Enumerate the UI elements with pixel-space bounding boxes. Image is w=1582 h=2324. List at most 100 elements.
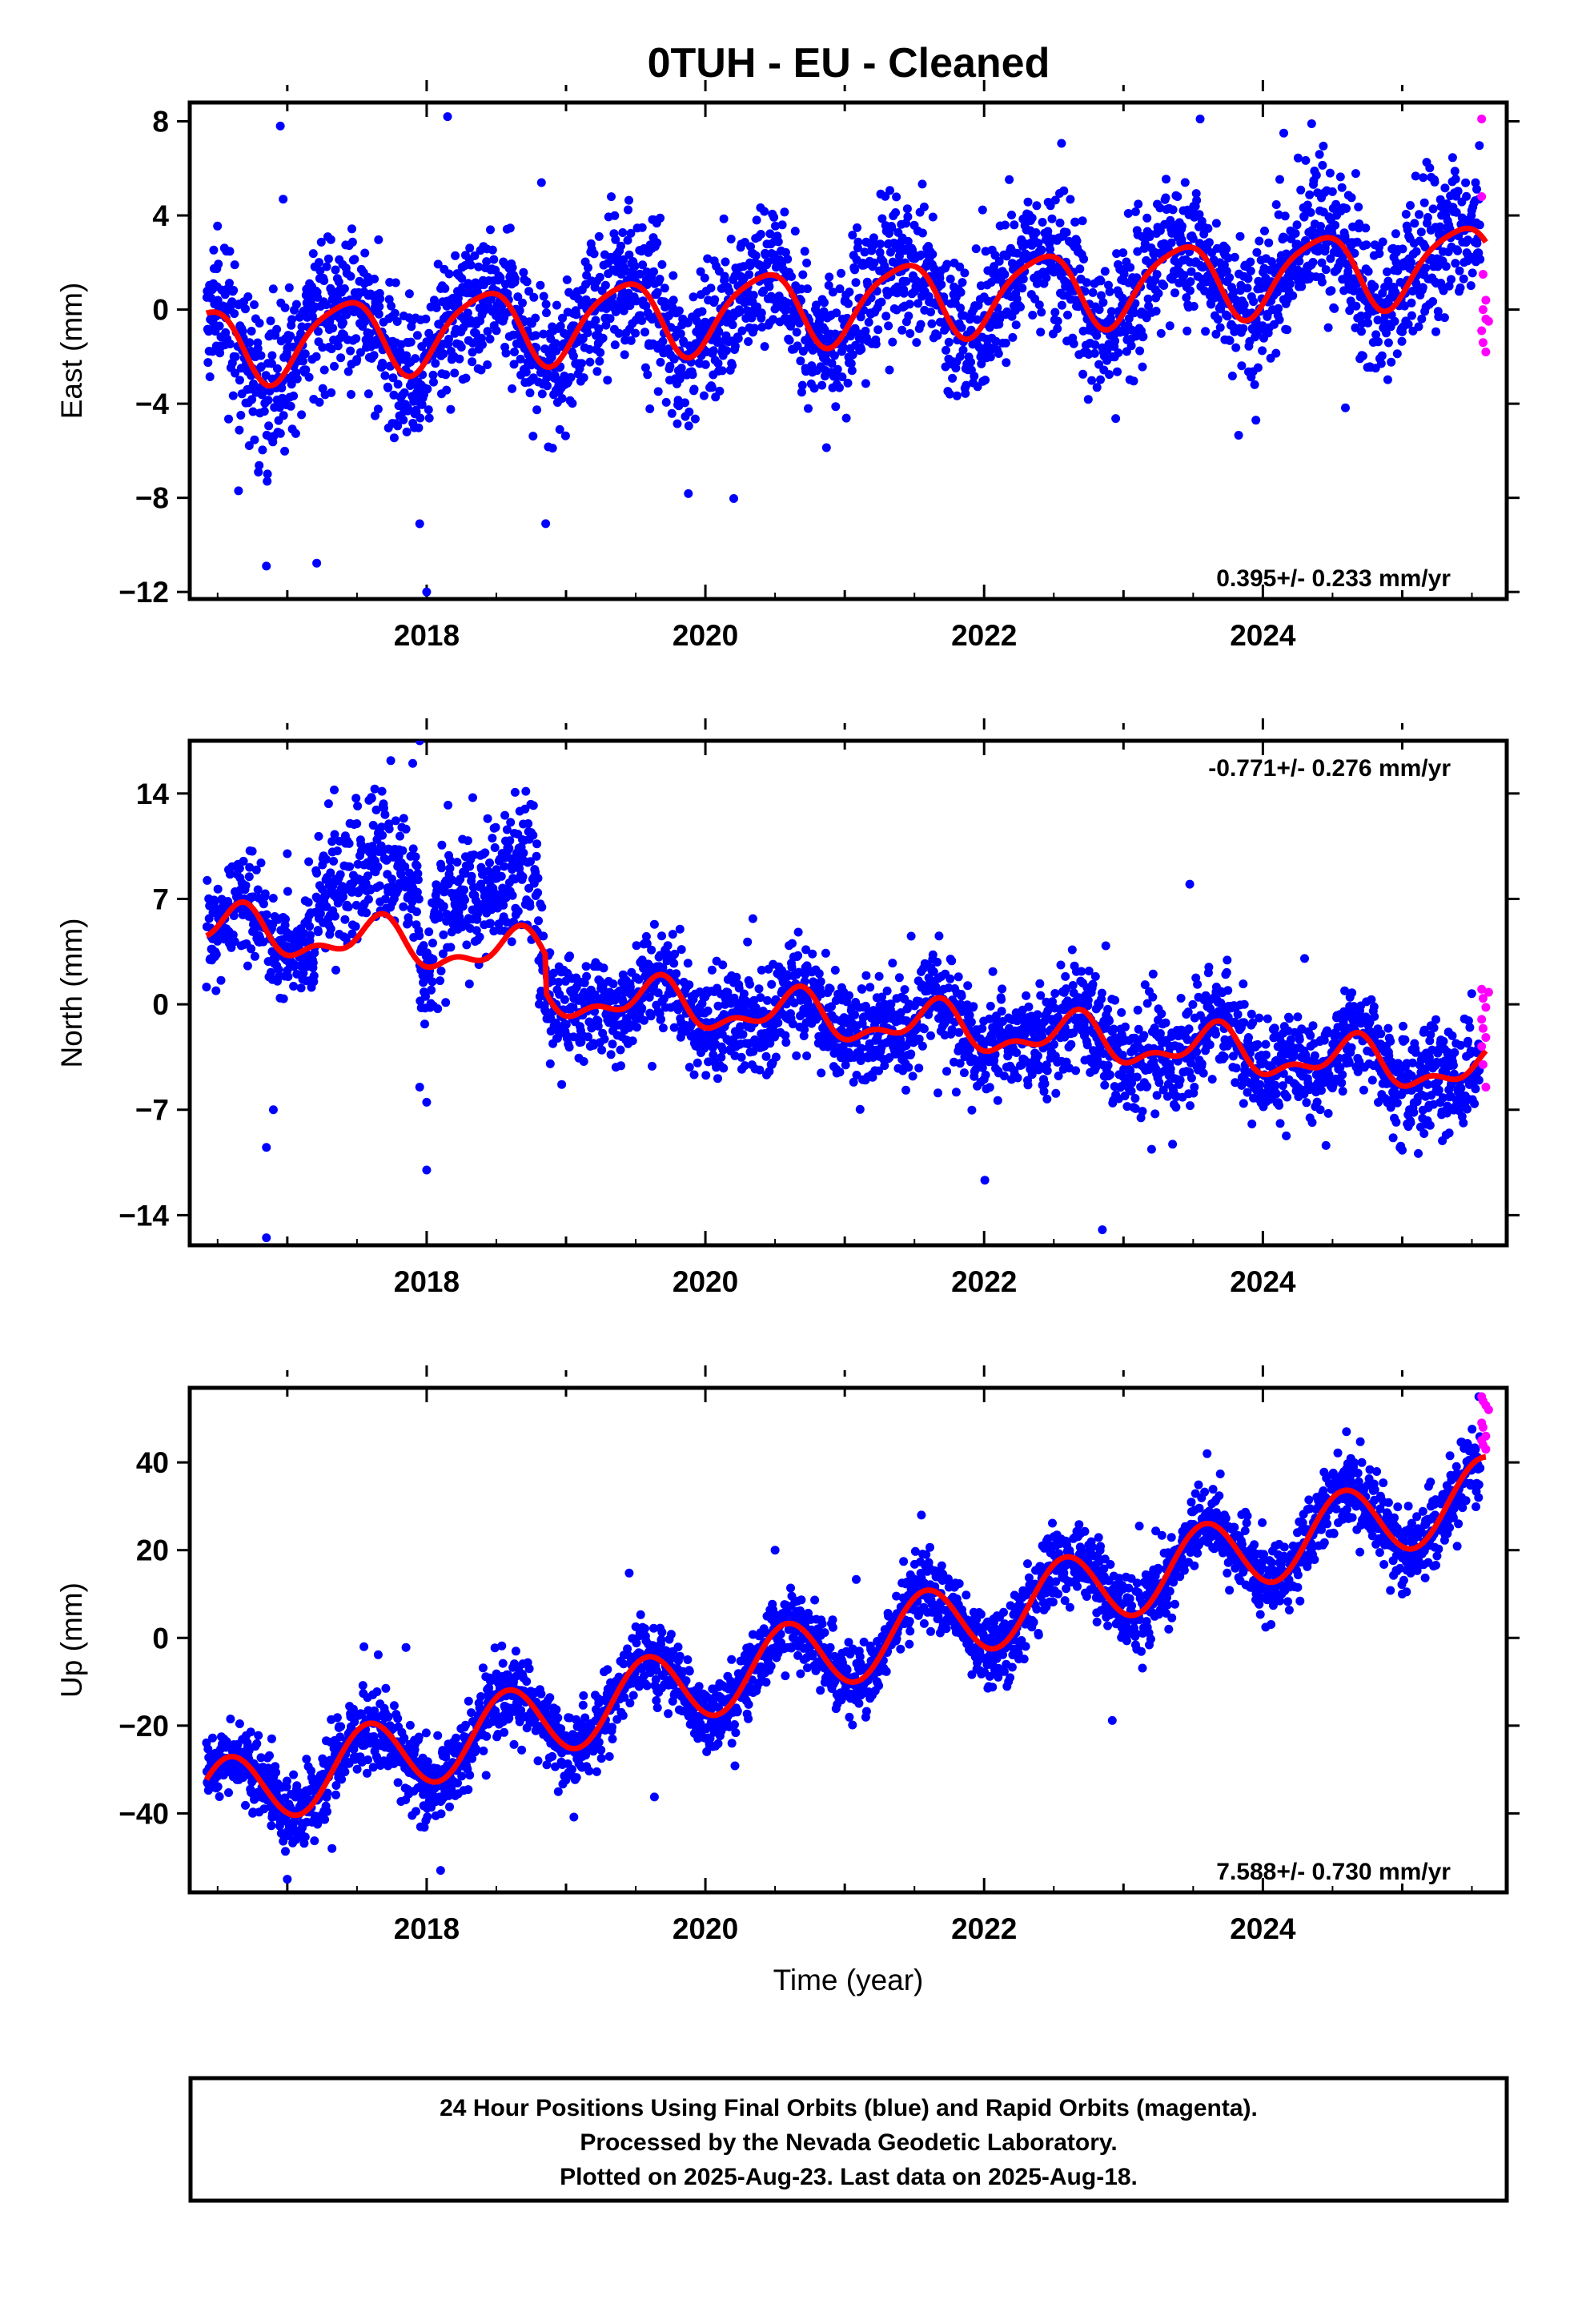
- final-orbit-point: [884, 321, 893, 331]
- final-orbit-point: [739, 989, 749, 999]
- final-orbit-point: [1130, 207, 1140, 216]
- final-orbit-point: [986, 1001, 995, 1011]
- final-orbit-point: [505, 223, 515, 233]
- final-orbit-point: [424, 405, 433, 415]
- x-tick-label: 2018: [394, 619, 460, 652]
- final-orbit-point: [452, 858, 462, 867]
- final-orbit-point: [551, 1018, 560, 1027]
- final-orbit-point: [812, 300, 821, 310]
- final-orbit-point: [861, 379, 870, 388]
- final-orbit-point: [486, 919, 495, 928]
- final-orbit-point: [250, 435, 259, 444]
- final-orbit-point: [796, 356, 805, 366]
- final-orbit-point: [1138, 332, 1148, 341]
- final-orbit-point: [253, 885, 263, 895]
- final-orbit-point: [901, 276, 911, 286]
- final-orbit-point: [1292, 220, 1302, 230]
- final-orbit-point: [792, 328, 801, 337]
- final-orbit-point: [331, 965, 340, 975]
- final-orbit-point: [328, 324, 338, 333]
- final-orbit-point: [1037, 308, 1046, 317]
- final-orbit-point: [781, 247, 790, 257]
- final-orbit-point: [1053, 316, 1062, 326]
- final-orbit-point: [690, 414, 700, 424]
- final-orbit-point: [1090, 340, 1100, 350]
- final-orbit-point: [1330, 304, 1339, 313]
- final-orbit-point: [781, 1031, 790, 1040]
- final-orbit-point: [1132, 273, 1142, 283]
- final-orbit-point: [1114, 348, 1123, 358]
- final-orbit-point: [1018, 274, 1028, 283]
- final-orbit-point: [952, 391, 962, 400]
- final-orbit-point: [528, 830, 538, 840]
- final-orbit-point: [248, 407, 258, 416]
- final-orbit-point: [721, 257, 730, 267]
- final-orbit-point: [1050, 308, 1060, 317]
- final-orbit-point: [1439, 313, 1449, 323]
- final-orbit-point: [415, 931, 424, 940]
- final-orbit-point: [765, 229, 775, 239]
- final-orbit-point: [213, 221, 223, 231]
- final-orbit-point: [642, 939, 652, 948]
- final-orbit-point: [1000, 220, 1010, 230]
- final-orbit-point: [414, 895, 424, 904]
- final-orbit-point: [541, 300, 551, 309]
- final-orbit-point: [1318, 160, 1327, 170]
- final-orbit-point: [428, 955, 438, 964]
- final-orbit-point: [1455, 266, 1464, 275]
- final-orbit-point: [757, 308, 766, 318]
- final-orbit-point: [399, 902, 408, 911]
- final-orbit-point: [1376, 359, 1386, 368]
- final-orbit-point: [238, 327, 247, 336]
- final-orbit-point: [845, 287, 854, 297]
- final-orbit-point: [591, 316, 600, 325]
- final-orbit-point: [318, 343, 327, 352]
- final-orbit-point: [445, 863, 455, 873]
- final-orbit-point: [393, 421, 403, 431]
- final-orbit-point: [845, 991, 853, 1000]
- final-orbit-point: [529, 292, 539, 302]
- final-orbit-point: [902, 204, 912, 214]
- final-orbit-point: [541, 1007, 551, 1016]
- final-orbit-point: [1321, 265, 1331, 275]
- final-orbit-point: [363, 895, 373, 904]
- final-orbit-point: [1069, 339, 1078, 348]
- final-orbit-point: [669, 271, 678, 280]
- final-orbit-point: [243, 961, 252, 971]
- final-orbit-point: [782, 298, 792, 308]
- final-orbit-point: [962, 380, 971, 390]
- final-orbit-point: [322, 300, 331, 310]
- final-orbit-point: [994, 349, 1003, 358]
- final-orbit-point: [882, 986, 892, 995]
- final-orbit-point: [1341, 403, 1350, 412]
- final-orbit-point: [914, 1034, 924, 1043]
- final-orbit-point: [456, 343, 466, 352]
- final-orbit-point: [865, 983, 875, 992]
- final-orbit-point: [1159, 281, 1169, 290]
- final-orbit-point: [1062, 227, 1071, 237]
- final-orbit-point: [505, 836, 515, 846]
- model-fit-curve: [205, 225, 1488, 389]
- final-orbit-point: [253, 344, 263, 353]
- y-tick-label: −7: [135, 1094, 169, 1127]
- final-orbit-point: [927, 319, 937, 328]
- final-orbit-point: [653, 988, 663, 998]
- final-orbit-point: [255, 319, 264, 328]
- final-orbit-point: [441, 998, 451, 1007]
- final-orbit-point: [942, 345, 950, 355]
- final-orbit-point: [1127, 325, 1137, 335]
- y-tick-label: 0: [152, 294, 169, 327]
- final-orbit-point: [456, 875, 465, 884]
- final-orbit-point: [428, 939, 437, 948]
- final-orbit-point: [1213, 315, 1223, 324]
- final-orbit-point: [521, 786, 531, 796]
- final-orbit-point: [342, 310, 351, 320]
- final-orbit-point: [1151, 307, 1161, 316]
- final-orbit-point: [1415, 210, 1423, 219]
- final-orbit-point: [1397, 336, 1407, 346]
- final-orbit-point: [726, 235, 736, 243]
- final-orbit-point: [947, 956, 957, 966]
- final-orbit-point: [250, 951, 259, 961]
- final-orbit-point: [919, 202, 929, 211]
- final-orbit-point: [356, 846, 366, 856]
